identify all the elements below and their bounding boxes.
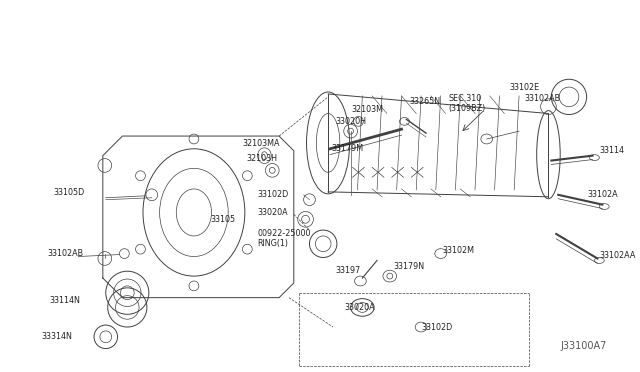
Text: 33314N: 33314N: [41, 332, 72, 341]
Text: 33102AA: 33102AA: [600, 251, 636, 260]
Text: 33102E: 33102E: [509, 83, 540, 92]
Text: 32103MA: 32103MA: [243, 140, 280, 148]
Text: (3109BZ): (3109BZ): [449, 104, 486, 113]
Text: SEC.310: SEC.310: [449, 94, 482, 103]
Text: 33102A: 33102A: [588, 190, 618, 199]
Text: 33102D: 33102D: [421, 323, 452, 331]
Text: 33105: 33105: [211, 215, 236, 224]
Text: 33114N: 33114N: [49, 296, 80, 305]
Text: 33105D: 33105D: [54, 188, 85, 198]
Text: RING(1): RING(1): [257, 239, 289, 248]
Text: 33020A: 33020A: [257, 208, 288, 217]
Text: 33102M: 33102M: [443, 246, 475, 255]
Text: 33197: 33197: [336, 266, 361, 275]
Text: 32103H: 32103H: [247, 154, 278, 163]
Text: 33265N: 33265N: [410, 97, 440, 106]
Text: 33102AB: 33102AB: [524, 94, 560, 103]
Text: 33102AB: 33102AB: [47, 249, 83, 258]
Text: J33100A7: J33100A7: [561, 340, 607, 350]
Text: 00922-25000: 00922-25000: [257, 230, 311, 238]
Text: 33179M: 33179M: [331, 144, 363, 153]
Text: 32103M: 32103M: [351, 105, 383, 114]
Text: 33114: 33114: [600, 146, 625, 155]
Text: 33020A: 33020A: [345, 303, 375, 312]
Text: 33020H: 33020H: [335, 117, 366, 126]
Text: 33179N: 33179N: [394, 262, 425, 271]
Text: 33102D: 33102D: [257, 190, 289, 199]
